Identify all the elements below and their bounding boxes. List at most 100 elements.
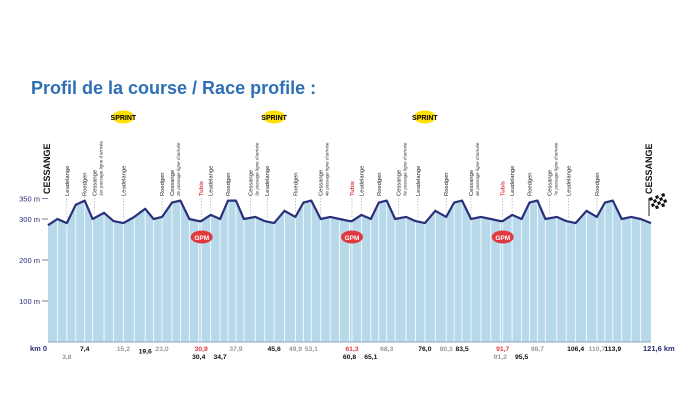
- gpm-label: GPM: [495, 235, 510, 242]
- km-label: 98,7: [531, 346, 544, 353]
- place-label: Cessange: [469, 170, 475, 196]
- y-tick-label: 300 m: [19, 215, 40, 224]
- place-note: 1er passage ligne d'arrivée: [99, 141, 104, 196]
- km-label: 30,9: [195, 346, 208, 353]
- flag-square: [656, 198, 661, 203]
- place-label: Cessange: [397, 170, 403, 196]
- place-label: Roedgen: [377, 172, 383, 196]
- place-label: Leudelange: [510, 166, 516, 196]
- finish-place-label: CESSANGE: [644, 143, 654, 194]
- sprint-badge: [112, 110, 135, 124]
- place-label: Cessange: [248, 170, 254, 196]
- flag-square: [648, 197, 654, 202]
- place-note: 7e passage ligne d'arrivée: [553, 142, 558, 196]
- km-label: 80,3: [440, 346, 453, 353]
- km-label: 45,6: [268, 346, 281, 353]
- sprint-label: SPRINT: [412, 115, 438, 122]
- place-note: 6e passage ligne d'arrivée: [475, 142, 480, 196]
- km-label: 60,8: [343, 354, 356, 361]
- km-label: 7,4: [80, 346, 90, 353]
- km-label: 68,3: [380, 346, 393, 353]
- flag-square: [658, 204, 663, 209]
- km-label: 30,4: [192, 354, 205, 361]
- place-label: Roedgen: [444, 172, 450, 196]
- gpm-label: GPM: [345, 235, 360, 242]
- km-label: 53,1: [305, 346, 318, 353]
- place-label: Roedgen: [226, 172, 232, 196]
- flag-square: [661, 203, 666, 208]
- place-label: Leudelange: [567, 166, 573, 196]
- start-place-label: CESSANGE: [42, 143, 52, 194]
- flag-square: [659, 197, 664, 202]
- gpm-badge: [491, 230, 514, 244]
- km-label: 3,8: [62, 354, 72, 361]
- flag-square: [652, 196, 657, 201]
- km-label: 106,4: [567, 346, 584, 353]
- profile-line: [47, 199, 652, 227]
- flag-square: [664, 202, 669, 207]
- km-label: 15,2: [117, 346, 130, 353]
- km-label: 83,5: [455, 346, 468, 353]
- km-label: 91,7: [496, 346, 509, 353]
- km-label: 61,3: [345, 346, 358, 353]
- place-note: 4e passage ligne d'arrivée: [325, 142, 330, 196]
- place-label: Leudelange: [121, 166, 127, 196]
- km-label: 76,0: [418, 346, 431, 353]
- km-label: 37,9: [229, 346, 242, 353]
- page-title: Profil de la course / Race profile :: [31, 78, 317, 98]
- gpm-label: GPM: [194, 235, 209, 242]
- km-label: 110,7: [589, 346, 606, 353]
- flag-square: [657, 201, 662, 206]
- flag-square: [650, 203, 656, 208]
- gpm-badge: [190, 230, 213, 244]
- flag-square: [660, 200, 665, 205]
- checkered-flag-icon: [648, 193, 669, 211]
- place-label: Leudelange: [265, 166, 271, 196]
- place-label: Leudelange: [65, 166, 71, 196]
- place-label: Leudelange: [209, 166, 215, 196]
- place-note: 2e passage ligne d'arrivée: [176, 142, 181, 197]
- place-label: Cessange: [170, 170, 176, 196]
- place-label: Roedgen: [83, 172, 89, 196]
- km-label: 19,6: [139, 348, 152, 355]
- sprint-label: SPRINT: [261, 115, 287, 122]
- place-note: 5e passage ligne d'arrivée: [403, 142, 408, 196]
- flag-square: [661, 193, 666, 198]
- place-label: Roedgen: [595, 172, 601, 196]
- y-tick-label: 100 m: [19, 297, 40, 306]
- sprint-badge: [413, 110, 436, 124]
- place-label: Leudelange: [416, 166, 422, 196]
- km-label: 49,9: [289, 346, 302, 353]
- flag-square: [655, 205, 660, 210]
- flag-square: [663, 199, 668, 204]
- place-label: Tubis: [199, 181, 205, 196]
- x-end-label: 121,6 km: [643, 344, 675, 353]
- km-label: 95,5: [515, 354, 528, 361]
- flag-square: [655, 195, 660, 200]
- km-label: 113,9: [604, 346, 621, 353]
- flag-square: [662, 196, 667, 201]
- gpm-badge: [340, 230, 363, 244]
- flag-square: [654, 202, 659, 207]
- x-start-label: km 0: [30, 344, 47, 353]
- place-label: Tubis: [501, 181, 507, 196]
- km-label: 34,7: [213, 354, 226, 361]
- place-label: Roedgen: [293, 172, 299, 196]
- place-label: Roedgen: [528, 172, 534, 196]
- place-label: Roedgen: [160, 172, 166, 196]
- place-label: Cessange: [547, 170, 553, 196]
- km-label: 65,1: [364, 354, 377, 361]
- place-label: Cessange: [319, 170, 325, 196]
- flag-square: [651, 206, 656, 211]
- sprint-badge: [263, 110, 286, 124]
- place-label: Leudelange: [359, 166, 365, 196]
- km-label: 23,0: [155, 346, 168, 353]
- km-label: 91,2: [494, 354, 507, 361]
- y-tick-label: 200 m: [19, 256, 40, 265]
- y-tick-label: 350 m: [19, 195, 40, 204]
- place-note: 3e passage ligne d'arrivée: [254, 142, 259, 196]
- place-label: Cessange: [93, 170, 99, 196]
- sprint-label: SPRINT: [111, 115, 137, 122]
- flag-square: [658, 194, 663, 199]
